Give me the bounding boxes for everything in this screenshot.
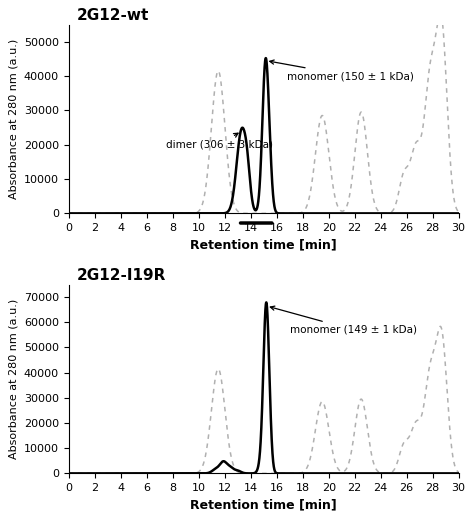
Text: monomer (149 ± 1 kDa): monomer (149 ± 1 kDa) [270, 306, 417, 335]
Text: monomer (150 ± 1 kDa): monomer (150 ± 1 kDa) [270, 60, 414, 81]
Y-axis label: Absorbance at 280 nm (a.u.): Absorbance at 280 nm (a.u.) [9, 39, 18, 199]
Text: dimer (306 ± 3 kDa): dimer (306 ± 3 kDa) [166, 133, 273, 150]
Text: 2G12-wt: 2G12-wt [76, 8, 149, 23]
X-axis label: Retention time [min]: Retention time [min] [191, 239, 337, 252]
Y-axis label: Absorbance at 280 nm (a.u.): Absorbance at 280 nm (a.u.) [9, 299, 18, 459]
X-axis label: Retention time [min]: Retention time [min] [191, 499, 337, 512]
Text: 2G12-I19R: 2G12-I19R [76, 268, 166, 283]
